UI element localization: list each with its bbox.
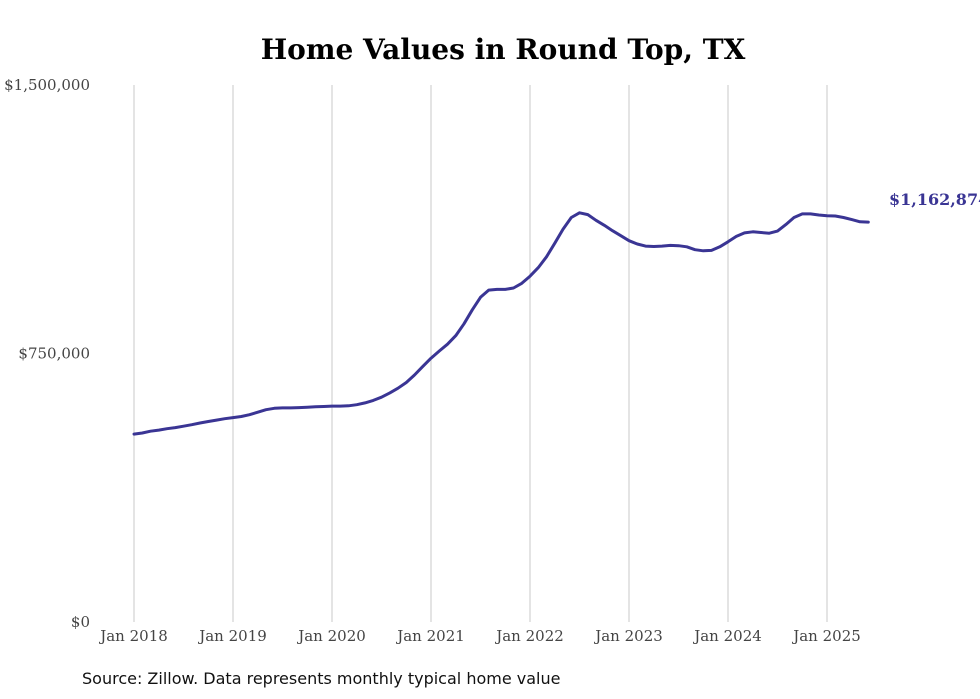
x-axis-ticks: Jan 2018 Jan 2019 Jan 2020 Jan 2021 Jan 2022… — [98, 627, 861, 645]
series-layer — [132, 211, 870, 436]
x-tick-label: Jan 2018 — [98, 627, 168, 645]
x-tick-label: Jan 2021 — [395, 627, 465, 645]
x-tick-label: Jan 2023 — [593, 627, 663, 645]
x-tick-label: Jan 2024 — [692, 627, 762, 645]
source-note: Source: Zillow. Data represents monthly … — [82, 669, 560, 688]
series-line — [132, 211, 870, 436]
end-value-label: $1,162,874 — [889, 190, 980, 209]
chart-title: Home Values in Round Top, TX — [261, 33, 746, 66]
y-tick-label: $750,000 — [18, 345, 90, 363]
y-tick-label: $1,500,000 — [4, 76, 90, 94]
x-tick-label: Jan 2025 — [791, 627, 861, 645]
x-tick-label: Jan 2020 — [296, 627, 366, 645]
y-axis-ticks: $0 $750,000 $1,500,000 — [4, 76, 90, 631]
x-tick-label: Jan 2022 — [494, 627, 564, 645]
y-tick-label: $0 — [71, 613, 90, 631]
grid-lines — [133, 85, 828, 622]
x-tick-label: Jan 2019 — [197, 627, 267, 645]
